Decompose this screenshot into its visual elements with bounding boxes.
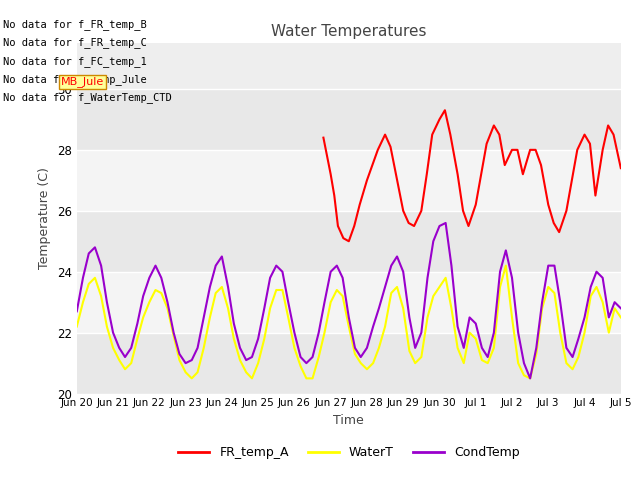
Text: No data for f_FR_temp_C: No data for f_FR_temp_C (3, 37, 147, 48)
Y-axis label: Temperature (C): Temperature (C) (38, 168, 51, 269)
Text: No data for f_FC_temp_1: No data for f_FC_temp_1 (3, 56, 147, 67)
Bar (77, 211, 621, 272)
Bar (77, 333, 621, 394)
Text: MB_Jule: MB_Jule (61, 76, 104, 87)
Bar (77, 89, 621, 150)
Bar (77, 272, 621, 333)
Bar (77, 150, 621, 211)
Legend: FR_temp_A, WaterT, CondTemp: FR_temp_A, WaterT, CondTemp (173, 442, 524, 465)
Text: No data for f_FR_temp_B: No data for f_FR_temp_B (3, 19, 147, 30)
Title: Water Temperatures: Water Temperatures (271, 24, 426, 39)
Text: No data for f_Temp_Jule: No data for f_Temp_Jule (3, 74, 147, 85)
Text: No data for f_WaterTemp_CTD: No data for f_WaterTemp_CTD (3, 92, 172, 103)
X-axis label: Time: Time (333, 414, 364, 427)
